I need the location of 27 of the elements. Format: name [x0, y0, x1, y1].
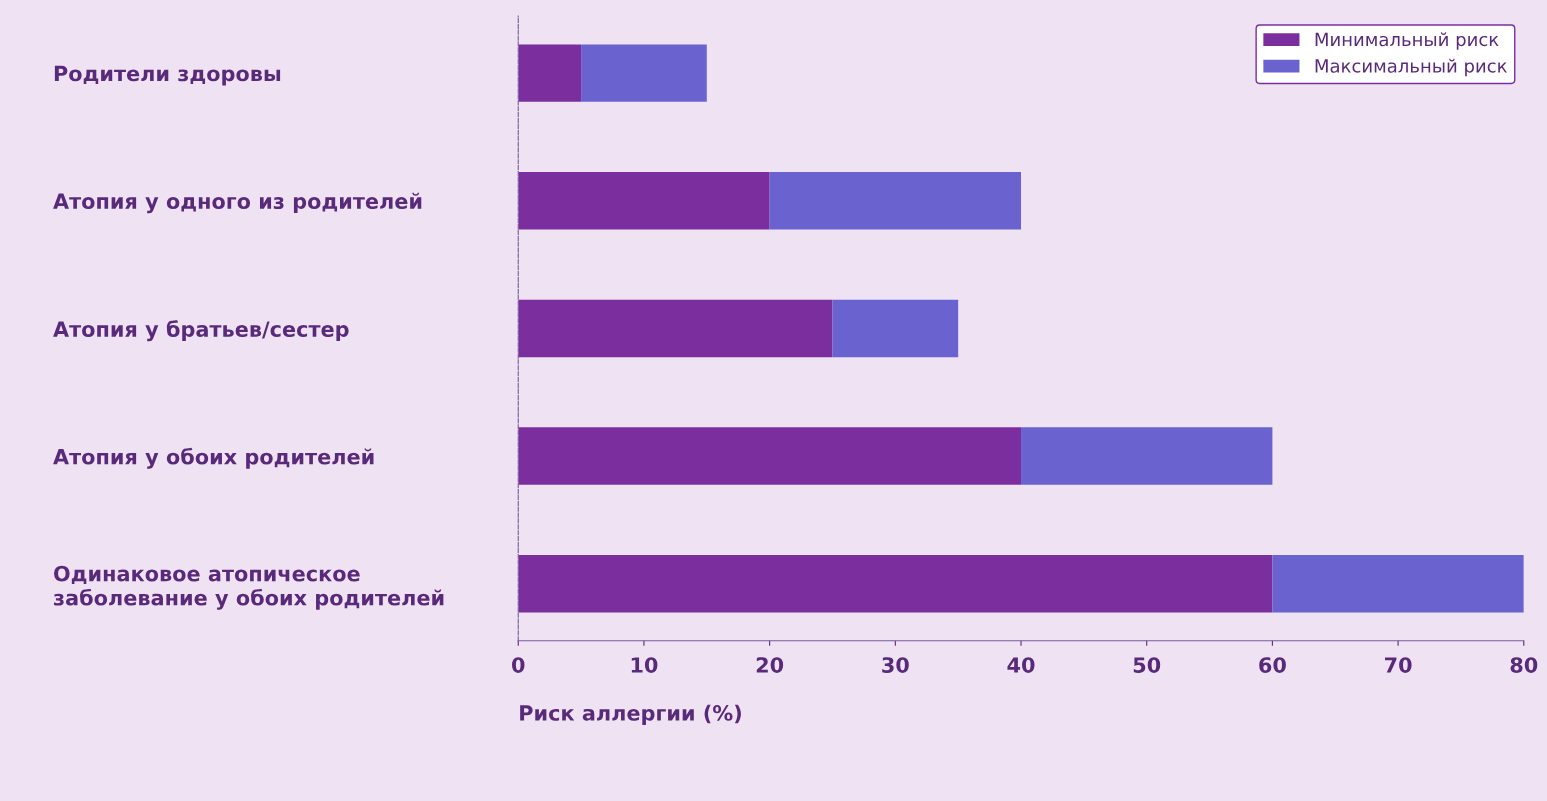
bar	[581, 44, 707, 102]
x-tick-label: 70	[1385, 657, 1412, 673]
x-tick-label: 20	[756, 657, 784, 673]
y-tick-label: Одинаковое атопическое заболевание у обоих родителей	[53, 565, 444, 610]
x-tick-label: 50	[1133, 657, 1161, 673]
legend-label: Максимальный риск	[1315, 58, 1507, 77]
x-tick-label: 40	[1007, 657, 1035, 673]
bar	[518, 44, 582, 102]
bar	[769, 172, 1022, 230]
bar	[518, 172, 770, 230]
x-tick-label: 80	[1510, 657, 1538, 673]
bar	[518, 554, 1273, 613]
legend-label: Минимальный риск	[1315, 32, 1499, 50]
x-tick-label: 60	[1259, 657, 1286, 673]
x-tick-label: 10	[631, 657, 658, 673]
y-tick-label: Атопия у обоих родителей	[53, 447, 374, 469]
x-tick-label: 30	[882, 657, 909, 673]
bar	[832, 299, 959, 358]
x-tick-label: 0	[511, 657, 525, 673]
bar	[1021, 427, 1273, 485]
bar	[518, 427, 1022, 485]
bar	[518, 299, 833, 358]
y-tick-label: Атопия у одного из родителей	[53, 192, 422, 214]
y-tick-label: Атопия у братьев/сестер	[53, 320, 349, 342]
bar	[1272, 554, 1524, 613]
y-tick-label: Родители здоровы	[54, 65, 281, 86]
x-axis-title: Риск аллергии (%)	[520, 704, 741, 725]
